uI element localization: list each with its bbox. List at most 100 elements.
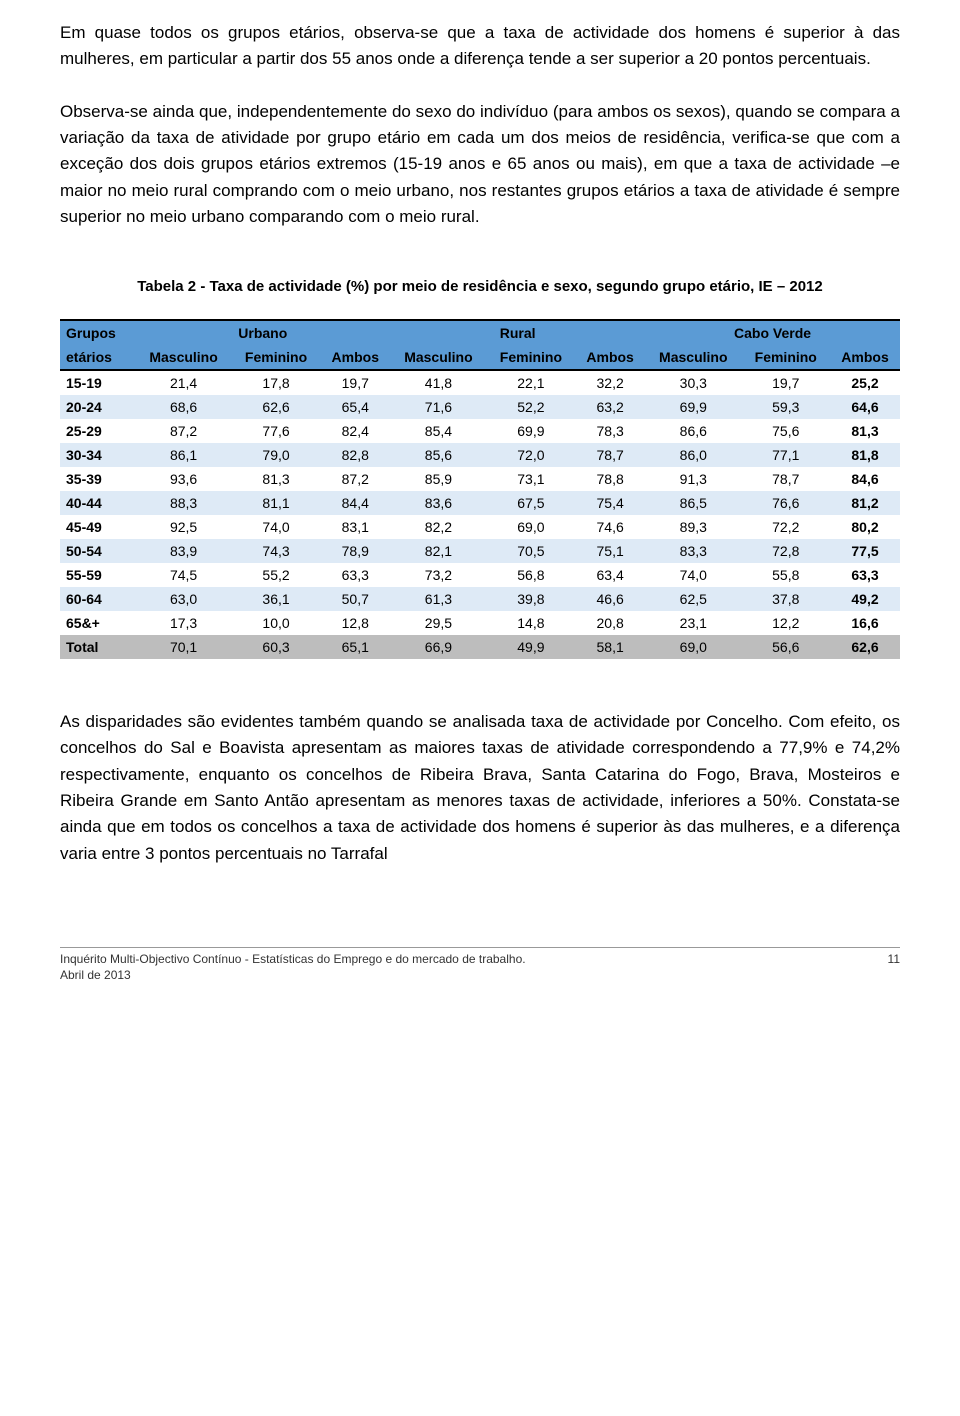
cell-value: 91,3 bbox=[645, 467, 741, 491]
cell-value: 19,7 bbox=[320, 370, 390, 395]
header-sub: Ambos bbox=[320, 345, 390, 370]
cell-value: 81,2 bbox=[830, 491, 900, 515]
cell-value: 85,6 bbox=[390, 443, 486, 467]
row-label: 35-39 bbox=[60, 467, 135, 491]
cell-value: 74,3 bbox=[232, 539, 321, 563]
footer-text: Inquérito Multi-Objectivo Contínuo - Est… bbox=[60, 952, 526, 983]
table-row: 25-2987,277,682,485,469,978,386,675,681,… bbox=[60, 419, 900, 443]
cell-value: 63,3 bbox=[320, 563, 390, 587]
cell-value: 85,4 bbox=[390, 419, 486, 443]
cell-value: 82,8 bbox=[320, 443, 390, 467]
header-sub: Feminino bbox=[232, 345, 321, 370]
header-sub: Feminino bbox=[741, 345, 830, 370]
cell-value: 73,1 bbox=[487, 467, 576, 491]
cell-value: 67,5 bbox=[487, 491, 576, 515]
cell-value: 14,8 bbox=[487, 611, 576, 635]
cell-value: 49,9 bbox=[487, 635, 576, 659]
table-body: 15-1921,417,819,741,822,132,230,319,725,… bbox=[60, 370, 900, 659]
cell-value: 22,1 bbox=[487, 370, 576, 395]
cell-value: 50,7 bbox=[320, 587, 390, 611]
cell-value: 83,3 bbox=[645, 539, 741, 563]
cell-value: 62,5 bbox=[645, 587, 741, 611]
cell-value: 36,1 bbox=[232, 587, 321, 611]
cell-value: 83,9 bbox=[135, 539, 231, 563]
cell-value: 82,2 bbox=[390, 515, 486, 539]
cell-value: 86,0 bbox=[645, 443, 741, 467]
table-row: 15-1921,417,819,741,822,132,230,319,725,… bbox=[60, 370, 900, 395]
header-corner-top: Grupos bbox=[60, 320, 135, 345]
cell-value: 78,8 bbox=[575, 467, 645, 491]
cell-value: 16,6 bbox=[830, 611, 900, 635]
cell-value: 75,6 bbox=[741, 419, 830, 443]
cell-value: 46,6 bbox=[575, 587, 645, 611]
cell-value: 56,6 bbox=[741, 635, 830, 659]
cell-value: 70,5 bbox=[487, 539, 576, 563]
paragraph-3: As disparidades são evidentes também qua… bbox=[60, 709, 900, 867]
cell-value: 82,1 bbox=[390, 539, 486, 563]
cell-value: 17,8 bbox=[232, 370, 321, 395]
cell-value: 86,5 bbox=[645, 491, 741, 515]
cell-value: 63,0 bbox=[135, 587, 231, 611]
cell-value: 58,1 bbox=[575, 635, 645, 659]
cell-value: 56,8 bbox=[487, 563, 576, 587]
cell-value: 20,8 bbox=[575, 611, 645, 635]
cell-value: 93,6 bbox=[135, 467, 231, 491]
cell-value: 78,7 bbox=[575, 443, 645, 467]
paragraph-1: Em quase todos os grupos etários, observ… bbox=[60, 20, 900, 73]
cell-value: 17,3 bbox=[135, 611, 231, 635]
cell-value: 10,0 bbox=[232, 611, 321, 635]
cell-value: 77,6 bbox=[232, 419, 321, 443]
cell-value: 19,7 bbox=[741, 370, 830, 395]
cell-value: 32,2 bbox=[575, 370, 645, 395]
row-label: Total bbox=[60, 635, 135, 659]
table-row: 60-6463,036,150,761,339,846,662,537,849,… bbox=[60, 587, 900, 611]
cell-value: 69,0 bbox=[645, 635, 741, 659]
table-row: 30-3486,179,082,885,672,078,786,077,181,… bbox=[60, 443, 900, 467]
cell-value: 78,3 bbox=[575, 419, 645, 443]
cell-value: 75,4 bbox=[575, 491, 645, 515]
page-content: Em quase todos os grupos etários, observ… bbox=[0, 0, 960, 1023]
cell-value: 55,2 bbox=[232, 563, 321, 587]
cell-value: 75,1 bbox=[575, 539, 645, 563]
cell-value: 49,2 bbox=[830, 587, 900, 611]
cell-value: 73,2 bbox=[390, 563, 486, 587]
header-group-rural: Rural bbox=[390, 320, 645, 345]
cell-value: 63,4 bbox=[575, 563, 645, 587]
cell-value: 86,6 bbox=[645, 419, 741, 443]
cell-value: 70,1 bbox=[135, 635, 231, 659]
table-row: Total70,160,365,166,949,958,169,056,662,… bbox=[60, 635, 900, 659]
cell-value: 69,0 bbox=[487, 515, 576, 539]
cell-value: 23,1 bbox=[645, 611, 741, 635]
table-header: Grupos Urbano Rural Cabo Verde etários M… bbox=[60, 320, 900, 370]
cell-value: 60,3 bbox=[232, 635, 321, 659]
header-sub: Masculino bbox=[390, 345, 486, 370]
cell-value: 77,5 bbox=[830, 539, 900, 563]
cell-value: 83,6 bbox=[390, 491, 486, 515]
cell-value: 52,2 bbox=[487, 395, 576, 419]
table-row: 40-4488,381,184,483,667,575,486,576,681,… bbox=[60, 491, 900, 515]
cell-value: 63,2 bbox=[575, 395, 645, 419]
header-sub: Ambos bbox=[575, 345, 645, 370]
footer-page-number: 11 bbox=[888, 952, 900, 983]
cell-value: 68,6 bbox=[135, 395, 231, 419]
header-sub: Ambos bbox=[830, 345, 900, 370]
cell-value: 74,0 bbox=[232, 515, 321, 539]
cell-value: 84,6 bbox=[830, 467, 900, 491]
cell-value: 65,4 bbox=[320, 395, 390, 419]
cell-value: 84,4 bbox=[320, 491, 390, 515]
header-group-caboverde: Cabo Verde bbox=[645, 320, 900, 345]
cell-value: 30,3 bbox=[645, 370, 741, 395]
cell-value: 81,3 bbox=[830, 419, 900, 443]
cell-value: 74,5 bbox=[135, 563, 231, 587]
cell-value: 72,8 bbox=[741, 539, 830, 563]
cell-value: 25,2 bbox=[830, 370, 900, 395]
cell-value: 76,6 bbox=[741, 491, 830, 515]
activity-rate-table: Grupos Urbano Rural Cabo Verde etários M… bbox=[60, 319, 900, 659]
row-label: 30-34 bbox=[60, 443, 135, 467]
cell-value: 74,6 bbox=[575, 515, 645, 539]
table-row: 50-5483,974,378,982,170,575,183,372,877,… bbox=[60, 539, 900, 563]
cell-value: 81,3 bbox=[232, 467, 321, 491]
cell-value: 59,3 bbox=[741, 395, 830, 419]
cell-value: 79,0 bbox=[232, 443, 321, 467]
page-footer: Inquérito Multi-Objectivo Contínuo - Est… bbox=[60, 952, 900, 983]
